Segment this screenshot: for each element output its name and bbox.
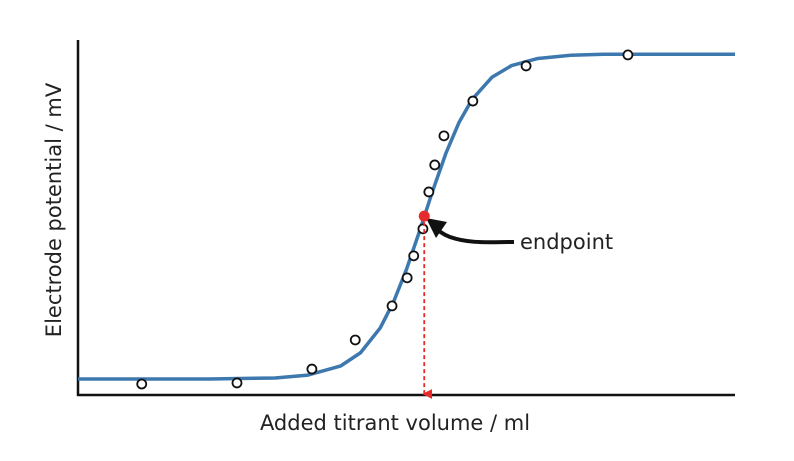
x-axis-label: Added titrant volume / ml: [260, 411, 530, 435]
data-point: [438, 130, 450, 142]
data-point: [349, 334, 361, 346]
data-point: [408, 250, 420, 262]
data-point: [386, 300, 398, 312]
pointer-arrow: [430, 222, 515, 245]
data-point: [231, 377, 243, 389]
data-point: [136, 378, 148, 390]
data-point: [467, 95, 479, 107]
y-axis-label: Electrode potential / mV: [42, 82, 66, 337]
data-point: [520, 60, 532, 72]
data-point: [429, 159, 441, 171]
pointer-arrow-head: [426, 218, 447, 238]
curve: [78, 52, 735, 381]
data-point: [622, 49, 634, 61]
endpoint-marker: [418, 210, 430, 222]
data-point: [423, 186, 435, 198]
data-point: [306, 363, 318, 375]
annotation-label: endpoint: [520, 230, 613, 254]
data-point: [401, 272, 413, 284]
data-point: [417, 223, 429, 235]
